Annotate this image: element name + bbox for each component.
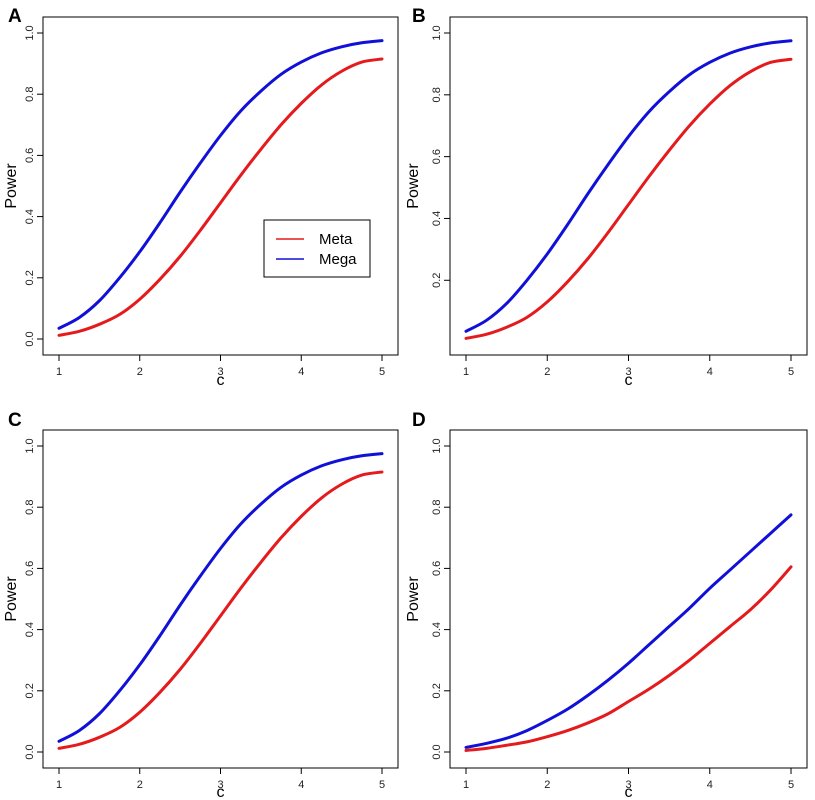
y-tick-label: 0.4 [24,209,36,224]
y-tick-label: 0.2 [431,683,443,698]
y-tick-label: 0.4 [24,622,36,637]
y-tick-label: 0.2 [24,270,36,285]
y-tick-label: 0.8 [431,500,443,515]
y-tick-label: 0.6 [431,149,443,164]
y-axis-label: Power [405,576,422,622]
y-tick-label: 0.6 [431,561,443,576]
y-tick-label: 0.2 [431,273,443,288]
y-axis-label: Power [405,163,422,209]
y-tick-label: 0.8 [24,87,36,102]
x-tick-label: 3 [217,779,223,791]
x-tick-label: 5 [379,366,385,378]
x-axis-label: c [625,784,633,800]
y-tick-label: 1.0 [431,25,443,40]
series-line-mega [464,39,793,333]
series-line-mega [57,452,384,743]
x-tick-label: 4 [298,779,304,791]
panel-label: A [8,6,22,27]
plot-frame [449,429,808,769]
legend-box [263,219,371,278]
legend-label-mega: Mega [319,251,357,268]
x-tick-label: 4 [707,779,713,791]
plot-frame [449,16,808,356]
x-tick-label: 5 [788,366,794,378]
y-tick-label: 0.6 [24,148,36,163]
x-tick-label: 2 [544,779,550,791]
y-tick-label: 0.0 [24,744,36,759]
y-tick-label: 0.8 [431,87,443,102]
series-line-mega [57,39,384,330]
x-tick-label: 3 [625,366,631,378]
panel-label: B [412,6,426,27]
y-tick-label: 0.8 [24,500,36,515]
y-tick-label: 1.0 [24,25,36,40]
y-tick-label: 0.0 [24,331,36,346]
x-tick-label: 4 [707,366,713,378]
y-axis-label: Power [3,163,20,209]
x-tick-label: 1 [56,366,62,378]
x-tick-label: 2 [137,779,143,791]
series-line-mega [464,513,793,749]
x-tick-label: 1 [56,779,62,791]
x-tick-label: 4 [298,366,304,378]
panel-label: D [412,410,426,431]
series-line-meta [464,565,793,752]
x-axis-label: c [217,372,225,389]
x-tick-label: 2 [137,366,143,378]
y-tick-label: 1.0 [24,438,36,453]
x-axis-label: c [625,372,633,389]
panel-label: C [8,410,22,431]
x-tick-label: 3 [625,779,631,791]
y-tick-label: 0.4 [431,622,443,637]
y-tick-label: 0.2 [24,683,36,698]
y-tick-label: 0.4 [431,211,443,226]
x-axis-label: c [217,784,225,800]
y-axis-label: Power [3,576,20,622]
x-tick-label: 3 [217,366,223,378]
series-line-meta [57,470,384,750]
x-tick-label: 5 [379,779,385,791]
series-line-meta [464,57,793,340]
series-line-meta [57,57,384,337]
y-tick-label: 0.0 [431,744,443,759]
x-tick-label: 1 [463,366,469,378]
x-tick-label: 5 [788,779,794,791]
legend-label-meta: Meta [319,231,353,248]
y-tick-label: 0.6 [24,561,36,576]
x-tick-label: 2 [544,366,550,378]
y-tick-label: 1.0 [431,438,443,453]
x-tick-label: 1 [463,779,469,791]
